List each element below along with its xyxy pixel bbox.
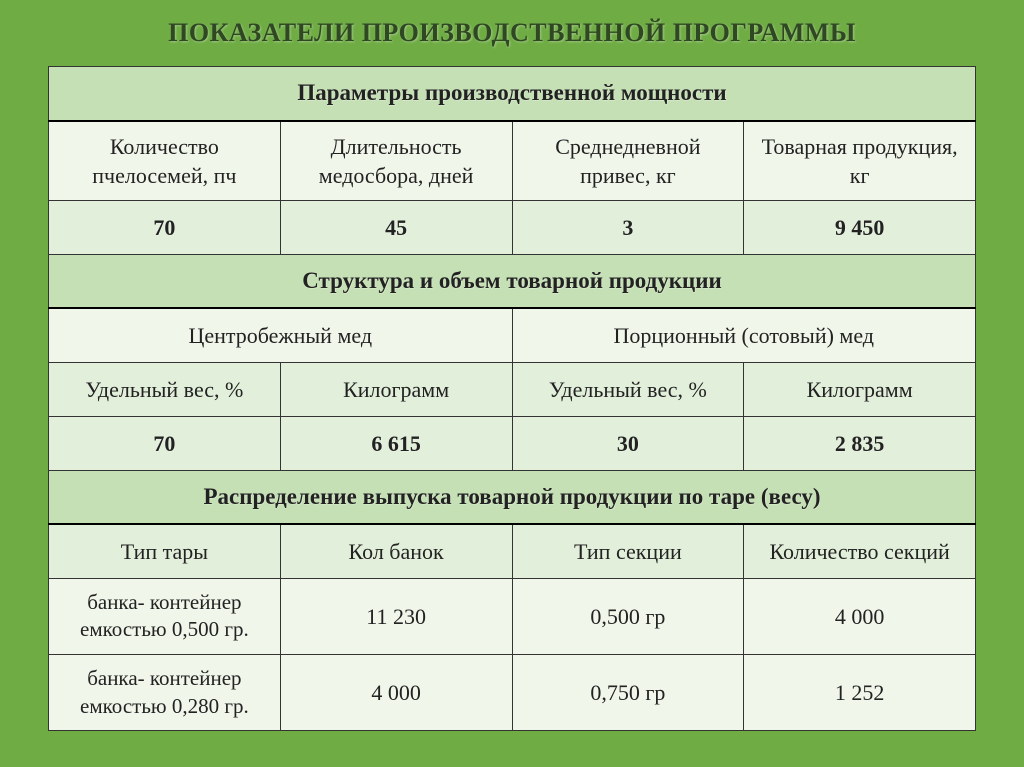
- section3-row-1: банка- контейнер емкостью 0,280 гр. 4 00…: [49, 655, 976, 731]
- section3-cols: Тип тары Кол банок Тип секции Количество…: [49, 524, 976, 578]
- section3-header-row: Распределение выпуска товарной продукции…: [49, 470, 976, 524]
- s3-col-1: Кол банок: [280, 524, 512, 578]
- section2-header-row: Структура и объем товарной продукции: [49, 254, 976, 308]
- s2-val-2: 30: [512, 416, 744, 470]
- s2-sub-1: Килограмм: [280, 362, 512, 416]
- s2-sub-2: Удельный вес, %: [512, 362, 744, 416]
- section2-header: Структура и объем товарной продукции: [49, 254, 976, 308]
- slide: ПОКАЗАТЕЛИ ПРОИЗВОДСТВЕННОЙ ПРОГРАММЫ Па…: [0, 0, 1024, 767]
- s2-sub-0: Удельный вес, %: [49, 362, 281, 416]
- page-title: ПОКАЗАТЕЛИ ПРОИЗВОДСТВЕННОЙ ПРОГРАММЫ: [48, 18, 976, 48]
- s1-col-3: Товарная продукция, кг: [744, 121, 976, 201]
- s3-r1-c2: 0,750 гр: [512, 655, 744, 731]
- s1-col-0: Количество пчелосемей, пч: [49, 121, 281, 201]
- production-table: Параметры производственной мощности Коли…: [48, 66, 976, 731]
- s3-col-2: Тип секции: [512, 524, 744, 578]
- s3-r0-c0: банка- контейнер емкостью 0,500 гр.: [49, 578, 281, 654]
- section1-header: Параметры производственной мощности: [49, 67, 976, 121]
- s2-val-0: 70: [49, 416, 281, 470]
- s3-r1-c1: 4 000: [280, 655, 512, 731]
- s1-col-1: Длительность медосбора, дней: [280, 121, 512, 201]
- s2-group-0: Центробежный мед: [49, 308, 513, 362]
- s3-r1-c3: 1 252: [744, 655, 976, 731]
- s2-val-3: 2 835: [744, 416, 976, 470]
- section3-header: Распределение выпуска товарной продукции…: [49, 470, 976, 524]
- s3-col-3: Количество секций: [744, 524, 976, 578]
- section2-values: 70 6 615 30 2 835: [49, 416, 976, 470]
- section1-cols: Количество пчелосемей, пч Длительность м…: [49, 121, 976, 201]
- section3-row-0: банка- контейнер емкостью 0,500 гр. 11 2…: [49, 578, 976, 654]
- s1-val-2: 3: [512, 200, 744, 254]
- s3-r1-c0: банка- контейнер емкостью 0,280 гр.: [49, 655, 281, 731]
- s2-sub-3: Килограмм: [744, 362, 976, 416]
- section1-values: 70 45 3 9 450: [49, 200, 976, 254]
- s1-val-1: 45: [280, 200, 512, 254]
- section1-header-row: Параметры производственной мощности: [49, 67, 976, 121]
- s3-r0-c2: 0,500 гр: [512, 578, 744, 654]
- s1-col-2: Среднедневной привес, кг: [512, 121, 744, 201]
- s3-r0-c3: 4 000: [744, 578, 976, 654]
- section2-subcols: Удельный вес, % Килограмм Удельный вес, …: [49, 362, 976, 416]
- s2-group-1: Порционный (сотовый) мед: [512, 308, 976, 362]
- s1-val-0: 70: [49, 200, 281, 254]
- s3-col-0: Тип тары: [49, 524, 281, 578]
- section2-groups: Центробежный мед Порционный (сотовый) ме…: [49, 308, 976, 362]
- s1-val-3: 9 450: [744, 200, 976, 254]
- s2-val-1: 6 615: [280, 416, 512, 470]
- s3-r0-c1: 11 230: [280, 578, 512, 654]
